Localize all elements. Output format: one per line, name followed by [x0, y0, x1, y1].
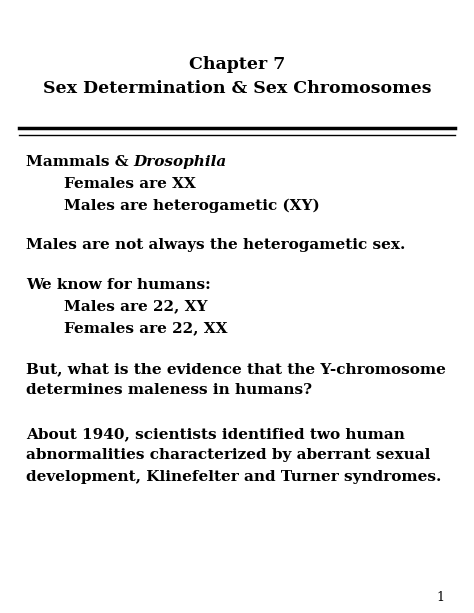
Text: But, what is the evidence that the Y-chromosome: But, what is the evidence that the Y-chr…: [26, 362, 446, 376]
Text: determines maleness in humans?: determines maleness in humans?: [26, 384, 312, 397]
Text: Drosophila: Drosophila: [134, 156, 227, 169]
Text: development, Klinefelter and Turner syndromes.: development, Klinefelter and Turner synd…: [26, 470, 441, 484]
Text: Chapter 7: Chapter 7: [189, 56, 285, 73]
Text: Mammals &: Mammals &: [26, 156, 134, 169]
Text: We know for humans:: We know for humans:: [26, 278, 211, 292]
Text: Males are 22, XY: Males are 22, XY: [64, 300, 208, 313]
Text: Females are 22, XX: Females are 22, XX: [64, 321, 228, 335]
Text: abnormalities characterized by aberrant sexual: abnormalities characterized by aberrant …: [26, 449, 430, 462]
Text: Females are XX: Females are XX: [64, 177, 196, 191]
Text: Males are heterogametic (XY): Males are heterogametic (XY): [64, 198, 320, 213]
Text: About 1940, scientists identified two human: About 1940, scientists identified two hu…: [26, 427, 405, 441]
Text: Sex Determination & Sex Chromosomes: Sex Determination & Sex Chromosomes: [43, 80, 431, 97]
Text: 1: 1: [437, 591, 445, 604]
Text: Males are not always the heterogametic sex.: Males are not always the heterogametic s…: [26, 238, 405, 252]
